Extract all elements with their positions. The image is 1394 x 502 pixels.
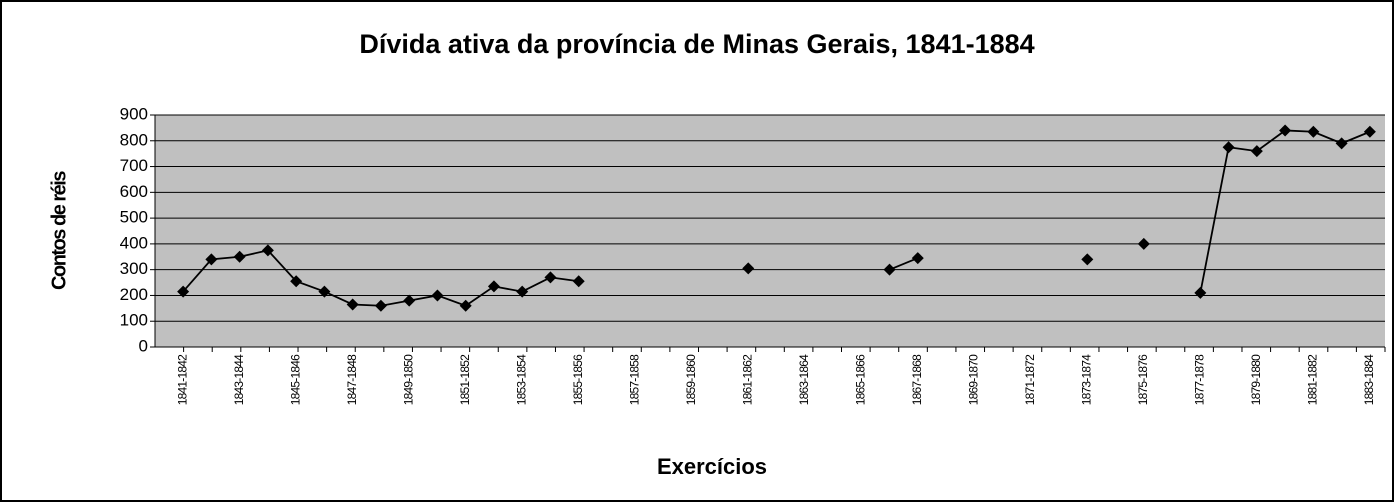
data-point — [1307, 125, 1320, 138]
data-point — [1194, 286, 1207, 299]
x-tick-label: 1869-1870 — [966, 354, 980, 405]
x-tick-label: 1857-1858 — [627, 354, 641, 405]
data-point — [911, 252, 924, 265]
x-tick-label: 1877-1878 — [1193, 354, 1207, 405]
x-tick-label: 1875-1876 — [1136, 354, 1150, 405]
data-point — [290, 275, 303, 288]
x-tick-label: 1879-1880 — [1249, 354, 1263, 405]
y-tick-label: 300 — [120, 259, 148, 278]
data-point — [318, 285, 331, 298]
data-point — [1279, 124, 1292, 137]
x-axis-label: Exercícios — [657, 454, 767, 479]
data-point — [487, 280, 500, 293]
data-point — [572, 275, 585, 288]
x-tick-label: 1849-1850 — [401, 354, 415, 405]
data-point — [403, 294, 416, 307]
x-tick-label: 1863-1864 — [797, 354, 811, 405]
data-point — [516, 285, 529, 298]
data-point — [431, 289, 444, 302]
y-tick-label: 700 — [120, 156, 148, 175]
data-point — [346, 298, 359, 311]
data-point — [1363, 125, 1376, 138]
x-tick-label: 1867-1868 — [910, 354, 924, 405]
x-tick-label: 1859-1860 — [684, 354, 698, 405]
data-point — [1137, 237, 1150, 250]
y-tick-label: 0 — [139, 336, 148, 355]
data-point — [1250, 145, 1263, 158]
x-tick-label: 1883-1884 — [1362, 354, 1376, 405]
chart-title: Dívida ativa da província de Minas Gerai… — [359, 29, 1034, 59]
data-point — [1335, 137, 1348, 150]
y-tick-label: 400 — [120, 233, 148, 252]
plot-area — [155, 115, 1385, 347]
data-point — [233, 250, 246, 263]
y-tick-label: 100 — [120, 311, 148, 330]
x-tick-label: 1861-1862 — [740, 354, 754, 405]
y-axis-label: Contos de réis — [48, 171, 70, 290]
x-tick-label: 1845-1846 — [288, 354, 302, 405]
x-tick-label: 1851-1852 — [458, 354, 472, 405]
y-tick-label: 900 — [120, 104, 148, 123]
data-point — [1081, 253, 1094, 266]
x-tick-label: 1865-1866 — [853, 354, 867, 405]
y-tick-label: 500 — [120, 208, 148, 227]
x-tick-label: 1847-1848 — [345, 354, 359, 405]
y-tick-label: 800 — [120, 130, 148, 149]
x-tick-label: 1855-1856 — [571, 354, 585, 405]
series-line — [889, 257, 919, 271]
data-point — [742, 262, 755, 275]
data-point — [205, 253, 218, 266]
y-tick-label: 600 — [120, 182, 148, 201]
data-point — [544, 271, 557, 284]
data-point — [177, 285, 190, 298]
x-tick-label: 1841-1842 — [175, 354, 189, 405]
data-point — [374, 299, 387, 312]
x-tick-label: 1873-1874 — [1079, 354, 1093, 405]
x-tick-label: 1853-1854 — [514, 354, 528, 405]
y-tick-label: 200 — [120, 285, 148, 304]
x-tick-label: 1843-1844 — [232, 354, 246, 405]
data-point — [261, 244, 274, 257]
data-point — [1222, 141, 1235, 154]
data-point — [883, 263, 896, 276]
data-point — [459, 299, 472, 312]
x-tick-label: 1871-1872 — [1023, 354, 1037, 405]
x-tick-label: 1881-1882 — [1306, 354, 1320, 405]
